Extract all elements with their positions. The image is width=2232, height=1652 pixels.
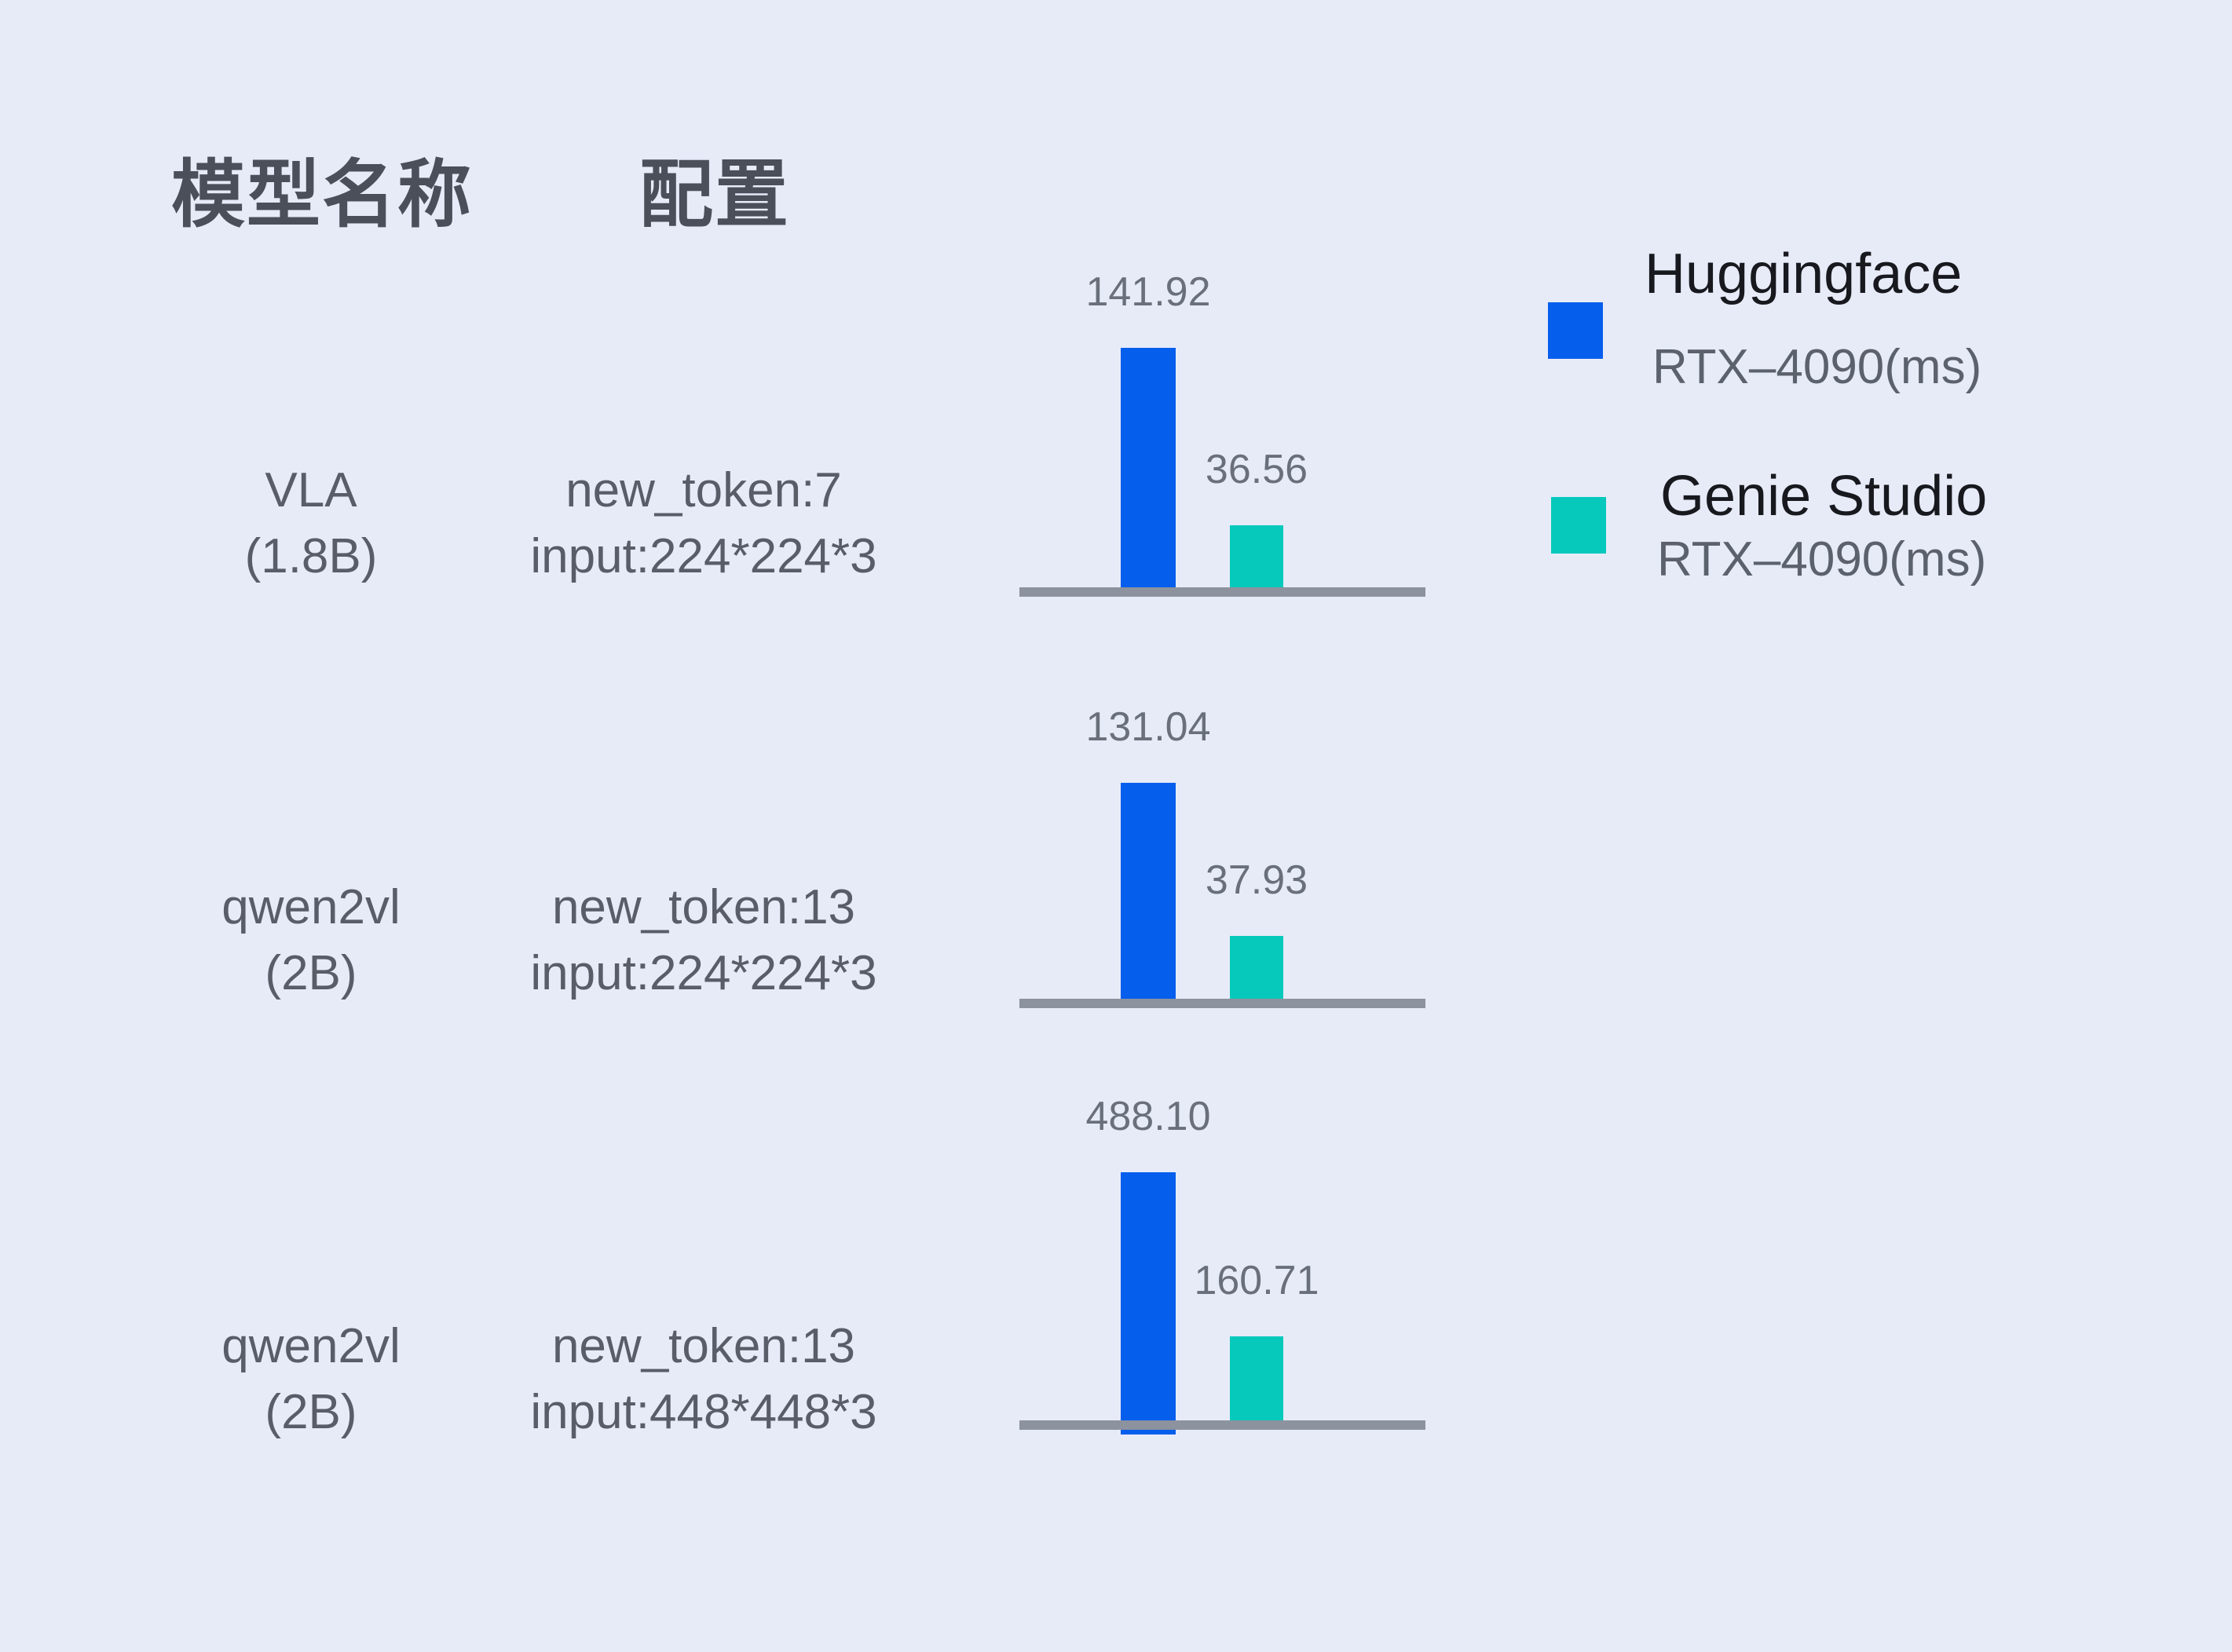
legend-swatch-genie-studio-icon [1551, 497, 1606, 554]
genie-studio-value-label: 160.71 [1194, 1258, 1319, 1303]
model-name-row-1: VLA (1.8B) [154, 458, 468, 590]
model-name-row-2: qwen2vl (2B) [154, 875, 468, 1007]
legend-label-huggingface: Huggingface [1645, 243, 1963, 305]
genie-studio-bar [1230, 1336, 1283, 1420]
config-input-size: input:224*224*3 [530, 946, 877, 1000]
config-row-2: new_token:13 input:224*224*3 [468, 875, 939, 1007]
column-header-model-name: 模型名称 [171, 153, 474, 236]
legend-label-genie-studio: Genie Studio [1660, 465, 1988, 528]
config-input-size: input:224*224*3 [530, 529, 877, 583]
bar-chart-row-1: 141.92 36.56 [1019, 259, 1425, 597]
model-name-row-3: qwen2vl (2B) [154, 1314, 468, 1446]
huggingface-value-label: 131.04 [1085, 704, 1211, 750]
legend-sublabel-genie-studio: RTX–4090(ms) [1657, 532, 1987, 587]
legend-swatch-huggingface-icon [1548, 302, 1603, 359]
config-new-token: new_token:7 [565, 463, 842, 517]
genie-studio-bar [1230, 525, 1283, 587]
huggingface-bar [1121, 783, 1176, 999]
config-row-3: new_token:13 input:448*448*3 [468, 1314, 939, 1446]
bar-chart-row-2: 131.04 37.93 [1019, 674, 1425, 1008]
bar-chart-row-3: 488.10 160.71 [1019, 1091, 1425, 1435]
config-new-token: new_token:13 [551, 880, 856, 934]
genie-studio-bar [1230, 936, 1283, 999]
model-name-line: qwen2vl [221, 1319, 401, 1373]
huggingface-bar [1121, 348, 1176, 587]
huggingface-value-label: 141.92 [1085, 269, 1211, 315]
legend-sublabel-huggingface: RTX–4090(ms) [1652, 340, 1982, 394]
genie-studio-value-label: 37.93 [1205, 857, 1308, 903]
config-input-size: input:448*448*3 [530, 1385, 877, 1439]
model-size-line: (1.8B) [244, 529, 378, 583]
baseline-axis [1019, 1420, 1425, 1430]
huggingface-value-label: 488.10 [1085, 1094, 1211, 1139]
model-name-line: VLA [265, 463, 357, 517]
column-header-config: 配置 [639, 153, 791, 236]
model-size-line: (2B) [265, 946, 357, 1000]
model-size-line: (2B) [265, 1385, 357, 1439]
genie-studio-value-label: 36.56 [1205, 447, 1308, 492]
model-name-line: qwen2vl [221, 880, 401, 934]
huggingface-bar [1121, 1172, 1176, 1435]
config-new-token: new_token:13 [551, 1319, 856, 1373]
baseline-axis [1019, 999, 1425, 1008]
baseline-axis [1019, 587, 1425, 597]
config-row-1: new_token:7 input:224*224*3 [468, 458, 939, 590]
